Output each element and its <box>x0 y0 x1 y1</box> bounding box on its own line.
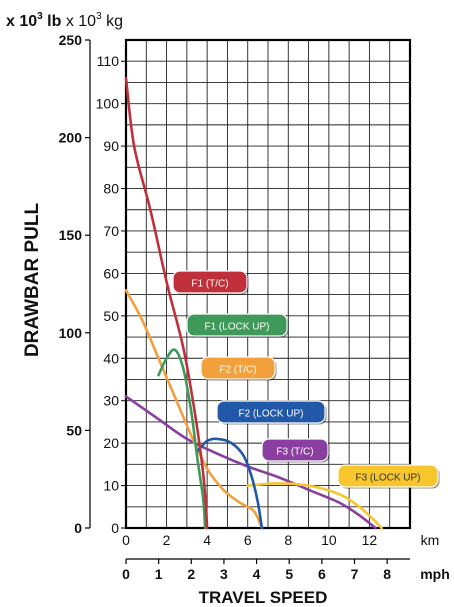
x-axis-title: TRAVEL SPEED <box>199 588 328 607</box>
x-km-unit: km <box>421 532 440 548</box>
unit-kg-label: kg <box>102 13 123 30</box>
series-curves <box>124 76 383 530</box>
x-mph-tick-label: 2 <box>187 566 195 582</box>
x-mph-tick-label: 5 <box>285 566 293 582</box>
x-km-tick-label: 12 <box>362 532 378 548</box>
x-km-tick-label: 8 <box>284 532 292 548</box>
y-lb-tick-label: 100 <box>59 325 83 341</box>
x-mph-tick-label: 3 <box>220 566 228 582</box>
series-label-pill <box>172 270 248 294</box>
series-line-f3-lock-up <box>246 482 383 530</box>
series-label-text: F3 (T/C) <box>276 447 313 458</box>
series-label-f2-t-c: F2 (T/C) <box>200 356 277 381</box>
series-labels: F1 (T/C) F1 (LOCK UP) F2 (T/C) F2 (LOCK UP)… <box>172 270 440 489</box>
y-kg-tick-label: 40 <box>103 350 119 366</box>
x-mph-tick-label: 6 <box>318 566 326 582</box>
series-label-f3-lock-up: F3 (LOCK UP) <box>337 464 440 489</box>
x-mph-tick-label: 8 <box>383 566 391 582</box>
x-km-tick-label: 0 <box>122 532 130 548</box>
x-mph-unit: mph <box>420 566 450 582</box>
series-label-pill <box>261 438 329 462</box>
series-label-f1-lock-up: F1 (LOCK UP) <box>186 313 289 338</box>
series-label-f3-t-c: F3 (T/C) <box>261 438 330 463</box>
x-km-tick-label: 6 <box>244 532 252 548</box>
y-kg-tick-label: 60 <box>103 265 119 281</box>
x-mph-tick-label: 7 <box>351 566 359 582</box>
x-km-tick-label: 2 <box>163 532 171 548</box>
x-mph-tick-label: 4 <box>253 566 261 582</box>
y-kg-tick-label: 20 <box>103 435 119 451</box>
unit-lb-label: lb <box>43 13 62 30</box>
y-kg-tick-label: 90 <box>103 138 119 154</box>
y-kg-tick-label: 0 <box>111 520 119 536</box>
series-label-text: F2 (LOCK UP) <box>238 409 303 420</box>
y-lb-tick-label: 150 <box>59 227 83 243</box>
series-label-pill <box>186 313 288 337</box>
series-line-f2-t-c <box>124 289 264 530</box>
series-line-f3-t-c <box>124 395 377 530</box>
series-label-text: F1 (LOCK UP) <box>204 322 269 333</box>
series-line-f1-lock-up <box>157 348 207 530</box>
axes: 0102030405060708090100110050100150200250… <box>59 32 450 582</box>
series-label-text: F3 (LOCK UP) <box>355 473 420 484</box>
y-kg-tick-label: 100 <box>96 96 120 112</box>
y-kg-tick-label: 30 <box>103 393 119 409</box>
x-mph-tick-label: 1 <box>155 566 163 582</box>
y-lb-tick-label: 250 <box>59 32 83 48</box>
unit-lb-exponent: 3 <box>37 11 43 22</box>
series-label-pill <box>337 464 439 488</box>
x-km-tick-label: 10 <box>321 532 337 548</box>
y-kg-tick-label: 70 <box>103 223 119 239</box>
series-line-f1-t-c <box>124 76 209 530</box>
unit-kg-exponent: 3 <box>96 11 102 22</box>
series-label-text: F1 (T/C) <box>191 279 228 290</box>
x-mph-tick-label: 0 <box>122 566 130 582</box>
y-lb-tick-label: 50 <box>66 422 82 438</box>
plot-frame <box>124 38 412 530</box>
unit-lb-prefix: x 10 <box>6 13 37 30</box>
series-label-text: F2 (T/C) <box>219 365 256 376</box>
y-kg-tick-label: 50 <box>103 308 119 324</box>
series-line-f2-lock-up <box>195 437 264 530</box>
y-kg-tick-label: 110 <box>97 53 120 69</box>
y-axis-title: DRAWBAR PULL <box>22 203 43 357</box>
series-label-f1-t-c: F1 (T/C) <box>172 270 249 295</box>
y-kg-tick-label: 80 <box>103 181 119 197</box>
unit-kg-prefix: x 10 <box>61 13 96 30</box>
y-kg-tick-label: 10 <box>103 478 119 494</box>
y-lb-tick-label: 200 <box>59 130 83 146</box>
y-lb-tick-label: 0 <box>74 520 82 536</box>
series-label-f2-lock-up: F2 (LOCK UP) <box>216 400 327 425</box>
series-label-pill <box>216 400 326 424</box>
unit-header: x 103 lb x 103 kg <box>6 11 123 30</box>
x-km-tick-label: 4 <box>203 532 211 548</box>
series-label-pill <box>200 356 276 380</box>
